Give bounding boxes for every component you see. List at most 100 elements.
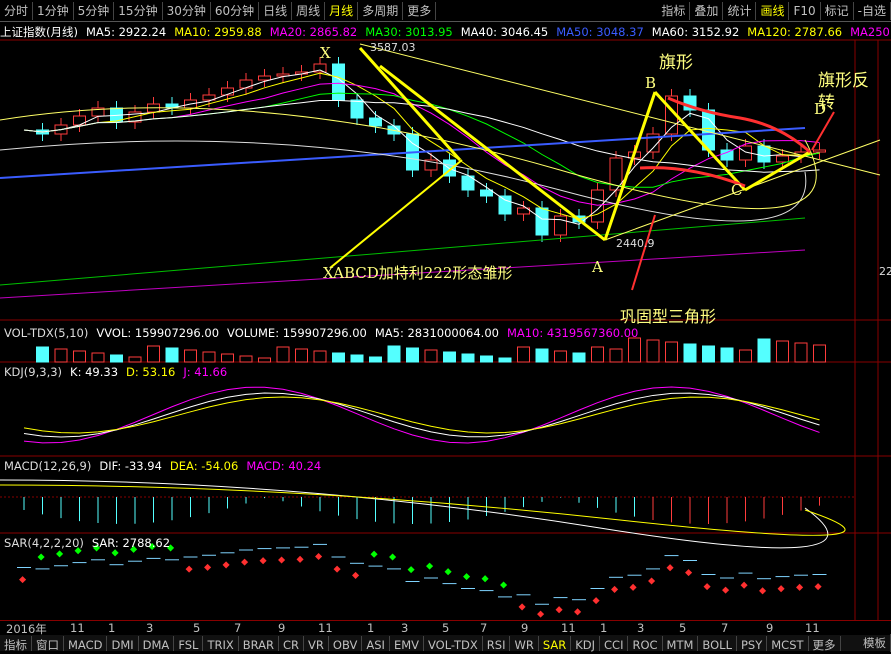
pattern-arrow bbox=[603, 91, 657, 241]
indicator-tab[interactable]: TRIX bbox=[203, 635, 239, 652]
volume-bar bbox=[54, 348, 68, 363]
volume-bar bbox=[794, 342, 808, 363]
panel-title: SAR(4,2,2,20) bbox=[4, 536, 84, 550]
indicator-value: MA20: 2865.82 bbox=[269, 25, 358, 39]
tool-tab[interactable]: 统计 bbox=[723, 2, 757, 20]
period-tab[interactable]: 60分钟 bbox=[211, 2, 260, 20]
indicator-tab[interactable]: 更多 bbox=[809, 635, 841, 652]
volume-bar bbox=[443, 351, 456, 363]
indicator-value: MA50: 3048.37 bbox=[556, 25, 644, 39]
sar-dot bbox=[222, 561, 230, 569]
tool-tab[interactable]: -自选 bbox=[854, 2, 891, 20]
period-tab[interactable]: 15分钟 bbox=[114, 2, 163, 20]
sar-dot bbox=[814, 583, 822, 591]
candle-body bbox=[535, 207, 549, 236]
indicator-tab[interactable]: PSY bbox=[737, 635, 768, 652]
volume-bar bbox=[202, 351, 216, 363]
period-tab[interactable]: 日线 bbox=[259, 2, 293, 20]
indicator-tab[interactable]: CR bbox=[279, 635, 305, 652]
volume-bar bbox=[165, 347, 179, 363]
indicator-tab[interactable]: OBV bbox=[329, 635, 363, 652]
volume-bar bbox=[461, 353, 475, 363]
sar-dot bbox=[167, 544, 175, 552]
ma-line bbox=[23, 72, 820, 220]
panel-header: KDJ(9,3,3) K: 49.33 D: 53.16 J: 41.66 bbox=[0, 362, 235, 382]
period-tab[interactable]: 5分钟 bbox=[74, 2, 115, 20]
annotation: C bbox=[731, 181, 743, 199]
indicator-value: MA60: 3152.92 bbox=[651, 25, 740, 39]
indicator-tab[interactable]: VR bbox=[304, 635, 329, 652]
panel-value: DIF: -33.94 bbox=[99, 459, 162, 473]
indicator-tab[interactable]: 窗口 bbox=[32, 635, 64, 652]
date-label: 9 bbox=[521, 621, 529, 635]
panel-value: DEA: -54.06 bbox=[169, 459, 239, 473]
indicator-tab[interactable]: ASI bbox=[362, 635, 390, 652]
indicator-tab[interactable]: SAR bbox=[539, 635, 572, 652]
date-label: 7 bbox=[721, 621, 729, 635]
sar-dot bbox=[426, 562, 434, 570]
period-tab[interactable]: 30分钟 bbox=[163, 2, 211, 20]
template-tab[interactable]: 模板 bbox=[859, 634, 891, 652]
period-tab[interactable]: 更多 bbox=[403, 2, 437, 20]
chart-title: 上证指数(月线) bbox=[0, 25, 78, 39]
tool-tab[interactable]: 叠加 bbox=[690, 2, 724, 20]
indicator-tab[interactable]: KDJ bbox=[571, 635, 601, 652]
period-tab[interactable]: 分时 bbox=[0, 2, 34, 20]
sar-dot bbox=[296, 555, 304, 563]
volume-bar bbox=[646, 339, 660, 363]
indicator-value: MA40: 3046.45 bbox=[460, 25, 549, 39]
date-label: 1 bbox=[367, 621, 375, 635]
indicator-tab[interactable]: MTM bbox=[663, 635, 699, 652]
volume-bar bbox=[221, 353, 234, 363]
volume-bar bbox=[813, 344, 826, 363]
indicator-tab[interactable]: MCST bbox=[767, 635, 809, 652]
sar-dot bbox=[500, 581, 508, 589]
candle-body bbox=[276, 73, 290, 77]
tool-tab[interactable]: 画线 bbox=[756, 2, 790, 20]
period-tab[interactable]: 1分钟 bbox=[33, 2, 74, 20]
indicator-tab[interactable]: WR bbox=[510, 635, 539, 652]
candle-body bbox=[350, 99, 364, 119]
indicator-tab[interactable]: BRAR bbox=[239, 635, 280, 652]
flag-arrow bbox=[811, 111, 835, 151]
trend-line bbox=[604, 139, 881, 241]
date-label: 5 bbox=[193, 621, 201, 635]
indicator-tab[interactable]: 指标 bbox=[0, 635, 32, 652]
sar-dot bbox=[740, 581, 748, 589]
indicator-value: MA30: 3013.95 bbox=[365, 25, 453, 39]
period-tab[interactable]: 多周期 bbox=[358, 2, 404, 20]
indicator-tab[interactable]: BOLL bbox=[698, 635, 737, 652]
volume-bar bbox=[332, 352, 345, 363]
volume-bar bbox=[609, 348, 623, 363]
indicator-value: MA10: 2959.88 bbox=[174, 25, 262, 39]
date-label: 9 bbox=[278, 621, 286, 635]
sar-dot bbox=[333, 565, 341, 573]
volume-bar bbox=[36, 346, 49, 363]
indicator-tab[interactable]: DMI bbox=[107, 635, 139, 652]
indicator-tab[interactable]: CCI bbox=[600, 635, 629, 652]
panel-value: D: 53.16 bbox=[126, 365, 176, 379]
period-tab[interactable]: 月线 bbox=[325, 2, 359, 20]
flag-arrow bbox=[631, 214, 656, 291]
indicator-tab[interactable]: ROC bbox=[628, 635, 663, 652]
date-label: 2016年 bbox=[6, 622, 47, 636]
flag-line bbox=[639, 166, 746, 188]
indicator-tab[interactable]: DMA bbox=[139, 635, 175, 652]
candle-body bbox=[461, 175, 475, 191]
volume-bar bbox=[572, 352, 586, 363]
indicator-tab[interactable]: VOL-TDX bbox=[424, 635, 483, 652]
ma-line bbox=[23, 69, 820, 225]
indicator-tab[interactable]: EMV bbox=[390, 635, 424, 652]
sar-dot bbox=[722, 586, 730, 594]
tool-tab[interactable]: 标记 bbox=[821, 2, 854, 20]
tool-tab[interactable]: 指标 bbox=[657, 2, 691, 20]
indicator-tab[interactable]: RSI bbox=[483, 635, 511, 652]
candle-body bbox=[517, 207, 530, 215]
period-tab[interactable]: 周线 bbox=[292, 2, 326, 20]
indicator-tab[interactable]: FSL bbox=[174, 635, 204, 652]
indicator-tab[interactable]: MACD bbox=[64, 635, 108, 652]
tool-tab[interactable]: F10 bbox=[789, 2, 821, 20]
bottom-tabs: 指标 窗口 MACD DMI DMA FSL TRIX BRAR CR VR OBV ASI EMV VO… bbox=[0, 634, 891, 652]
volume-bar bbox=[239, 355, 253, 363]
sar-dot bbox=[37, 553, 45, 561]
